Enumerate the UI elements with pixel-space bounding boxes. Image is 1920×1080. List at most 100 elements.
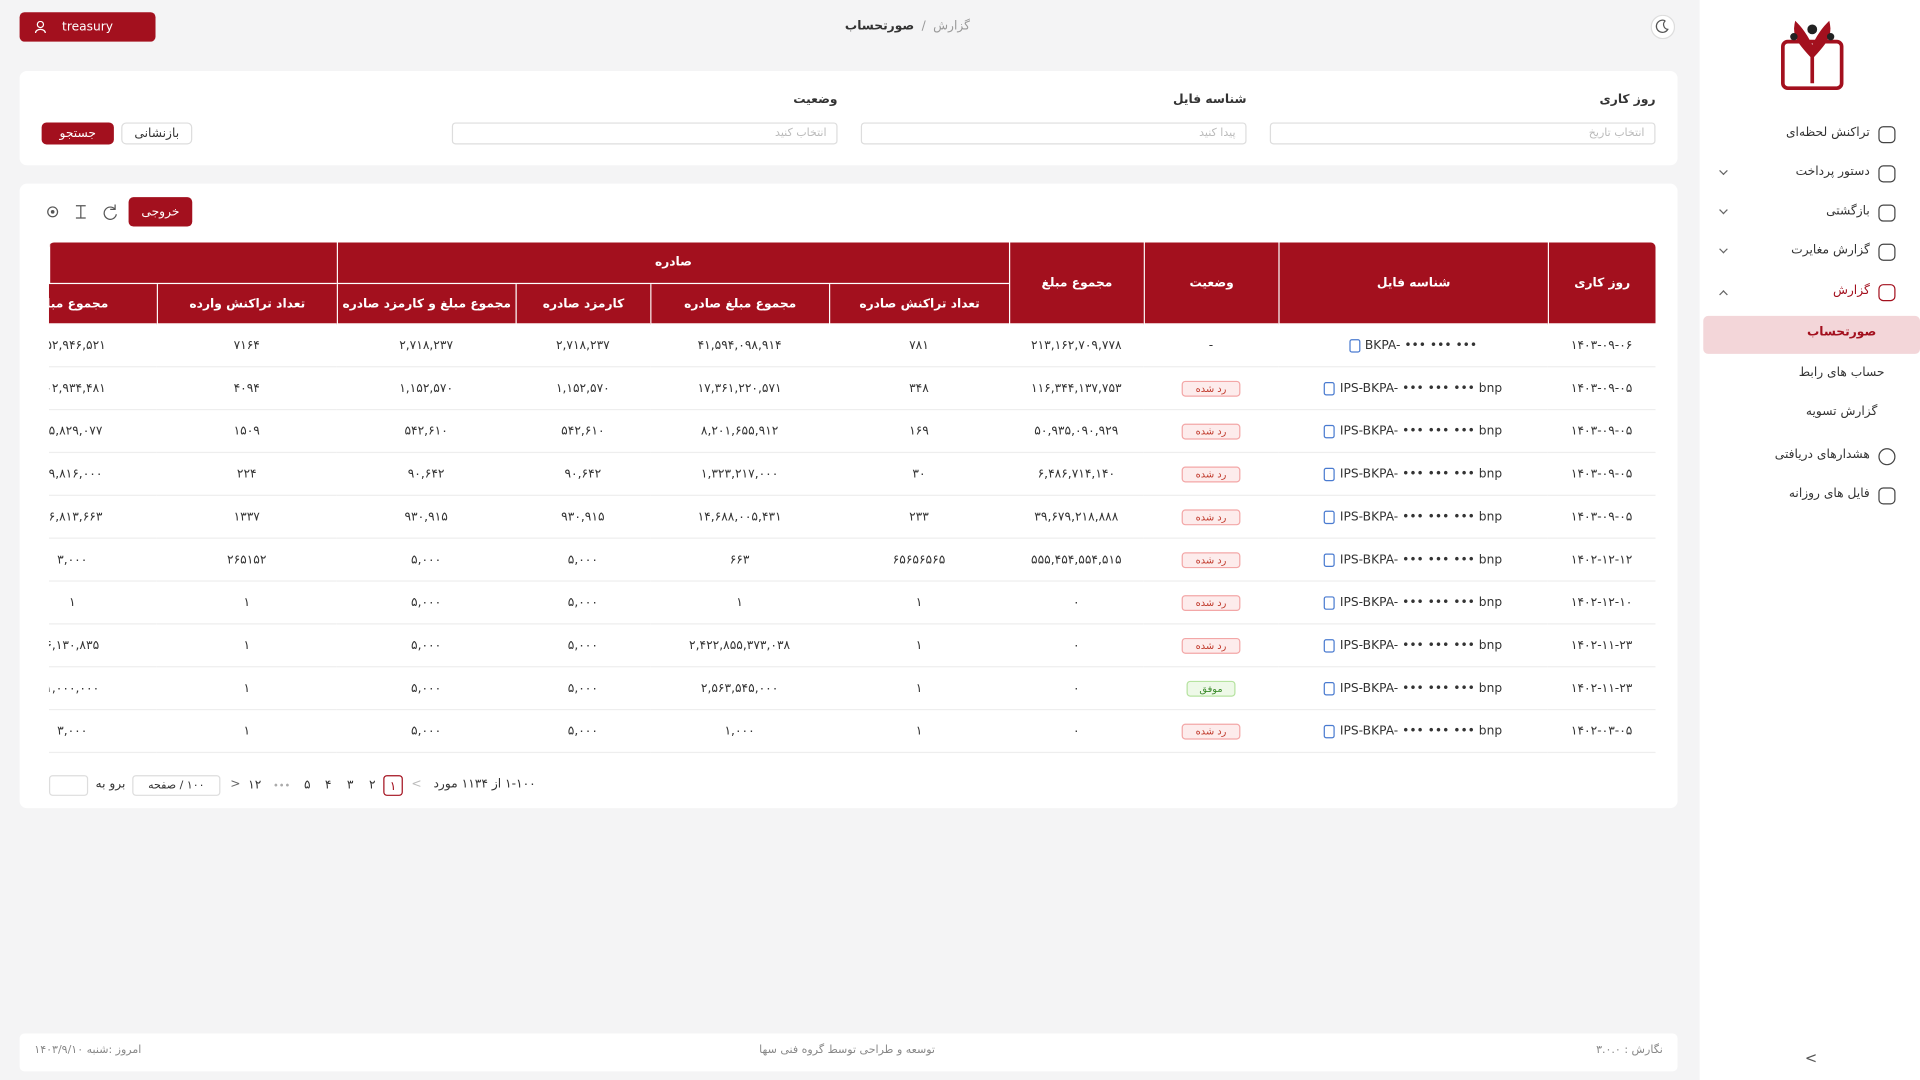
page-size[interactable]: ۱۰۰ / صفحه [132,775,221,796]
file-icon[interactable] [1323,681,1336,695]
table-cell: ۳۴۸ [828,367,1009,411]
table-cell: ۵,۰۰۰ [515,710,651,754]
table-cell: ۴۱,۵۹۴,۰۹۸,۹۱۴ [650,324,829,368]
column-header[interactable]: وضعیت [1143,242,1279,325]
column-header[interactable]: شناسه فایل [1278,242,1548,325]
next-page[interactable]: > [230,777,241,792]
table-cell: IPS-BKPA- ••• ••• ••• bnp [1278,496,1548,539]
page-number[interactable]: ۲ [368,778,376,793]
status-badge: رد شده [1182,723,1240,739]
today: امروز :شنبه ۱۴۰۳/۹/۱۰ [34,1044,142,1057]
submenu-item[interactable]: حساب های رابط [1798,366,1885,380]
file-id: IPS-BKPA- ••• ••• ••• bnp [1339,552,1503,567]
table-cell: ۱ [650,582,829,625]
breadcrumb-separator: / [921,19,926,34]
column-header[interactable]: مجموع مبلغ صادره [650,284,829,325]
table-cell: ۳۵,۸۲۹,۰۷۷ [48,410,157,454]
table-cell: ۲,۵۶۳,۵۴۵,۰۰۰ [650,667,829,711]
table-cell: ۵۰,۹۳۵,۰۹۰,۹۲۹ [1008,410,1144,454]
file-icon[interactable] [1323,724,1336,738]
export-button[interactable]: خروجی [128,197,193,227]
page-number[interactable]: ۱ [383,775,403,796]
table-cell: ۵۵۵,۴۵۴,۵۵۴,۵۱۵ [1008,539,1144,582]
column-header[interactable]: مجموع مبلغ [1008,242,1144,325]
table-cell: IPS-BKPA- ••• ••• ••• bnp [1278,710,1548,754]
file-icon[interactable] [1323,552,1336,567]
table-cell: IPS-BKPA- ••• ••• ••• bnp [1278,582,1548,625]
toolbar-icons[interactable] [44,203,120,220]
file-icon[interactable] [1348,338,1360,353]
table-cell: ۳۰ [828,453,1009,496]
table-cell: ۵,۰۰۰ [515,539,651,582]
collapse-icon[interactable]: < [1804,1049,1818,1067]
table-cell: ۱,۱۵۲,۵۷۰ [515,367,651,411]
header-group: صادره [336,242,1009,285]
table-cell: ۱۶۹ [828,410,1009,454]
column-header[interactable]: مجموع مبلغ و کارمزد صادره [336,284,516,325]
column-header[interactable]: روز کاری [1547,242,1656,325]
status-badge: رد شده [1182,551,1240,568]
menu-icon [1878,243,1896,261]
table-cell: رد شده [1143,410,1279,454]
page-number[interactable]: ۳ [346,778,354,793]
file-id: IPS-BKPA- ••• ••• ••• bnp [1339,510,1503,524]
goto-input[interactable] [48,775,89,796]
table-cell: رد شده [1143,496,1279,539]
filter-input[interactable]: انتخاب تاریخ [1269,122,1656,145]
table-cell: IPS-BKPA- ••• ••• ••• bnp [1278,539,1548,582]
table-cell: ۵۴۲,۶۱۰ [515,410,651,454]
status-badge: رد شده [1182,594,1240,611]
column-header[interactable]: تعداد تراکنش وارده [156,284,337,325]
prev-page[interactable]: < [411,777,422,792]
file-icon[interactable] [1323,510,1336,524]
table-cell: ۵,۰۰۰ [515,667,651,711]
table-cell: ۲۶۵۱۵۲ [156,539,337,582]
search-button[interactable]: جستجو [41,122,114,145]
table-cell: ۵,۰۰۰ [336,539,516,582]
file-icon[interactable] [1323,595,1336,610]
table-cell: ۲۳۳ [828,496,1009,539]
sidebar [1699,0,1920,1080]
breadcrumb-item[interactable]: گزارش [933,19,970,34]
filter-input[interactable]: انتخاب کنید [451,122,838,145]
theme-toggle[interactable] [1650,14,1676,40]
filter-input[interactable]: پیدا کنید [860,122,1247,145]
file-id: IPS-BKPA- ••• ••• ••• bnp [1339,424,1503,438]
table-cell: ۲,۷۱۸,۲۳۷ [515,324,651,368]
table-cell: IPS-BKPA- ••• ••• ••• bnp [1278,367,1548,411]
submenu-item[interactable]: صورتحساب [1806,325,1877,340]
user-button[interactable]: treasury [19,12,156,42]
file-icon[interactable] [1323,424,1336,438]
file-icon[interactable] [1323,638,1336,653]
version: نگارش : ۳.۰.۰ [1596,1044,1663,1057]
table-cell: رد شده [1143,582,1279,625]
file-icon[interactable] [1323,381,1336,395]
goto-label: برو به [95,777,126,792]
page-number[interactable]: ۱۲ [248,778,262,793]
menu-item[interactable]: دستور پرداخت [1795,165,1870,179]
table-cell: ۱ [828,582,1009,625]
page-number[interactable]: ••• [272,780,291,792]
column-header[interactable]: کارمزد صادره [515,284,651,325]
file-icon[interactable] [1323,467,1336,481]
filter-label: وضعیت [793,93,838,107]
menu-item[interactable]: تراکنش لحظه‌ای [1785,126,1870,140]
table-cell: ۱,۰۰۰,۰۰۰ [48,667,157,711]
submenu-item[interactable]: گزارش تسویه [1805,405,1878,419]
menu-item[interactable]: گزارش مغایرت [1791,243,1870,258]
menu-item[interactable]: فایل های روزانه [1788,487,1870,501]
status-badge: موفق [1185,680,1237,697]
page-number[interactable]: ۵ [304,778,311,793]
table-cell: ۱۴۰۲-۱۱-۲۳ [1547,667,1656,711]
reset-button[interactable]: بازنشانی [121,122,193,145]
menu-item[interactable]: گزارش [1832,284,1870,298]
menu-item[interactable]: هشدارهای دریافتی [1774,448,1870,462]
page-number[interactable]: ۴ [324,778,332,793]
file-id: BKPA- ••• ••• ••• [1364,338,1478,353]
menu-item[interactable]: بازگشتی [1826,204,1870,218]
column-header[interactable]: مجموع مبلغ [48,284,157,325]
table-cell: ۳,۰۰۰ [48,539,157,582]
column-header[interactable]: تعداد تراکنش صادره [828,284,1009,325]
table-cell: ۳,۰۰۰ [48,710,157,754]
table-cell: ۰ [1008,667,1144,711]
